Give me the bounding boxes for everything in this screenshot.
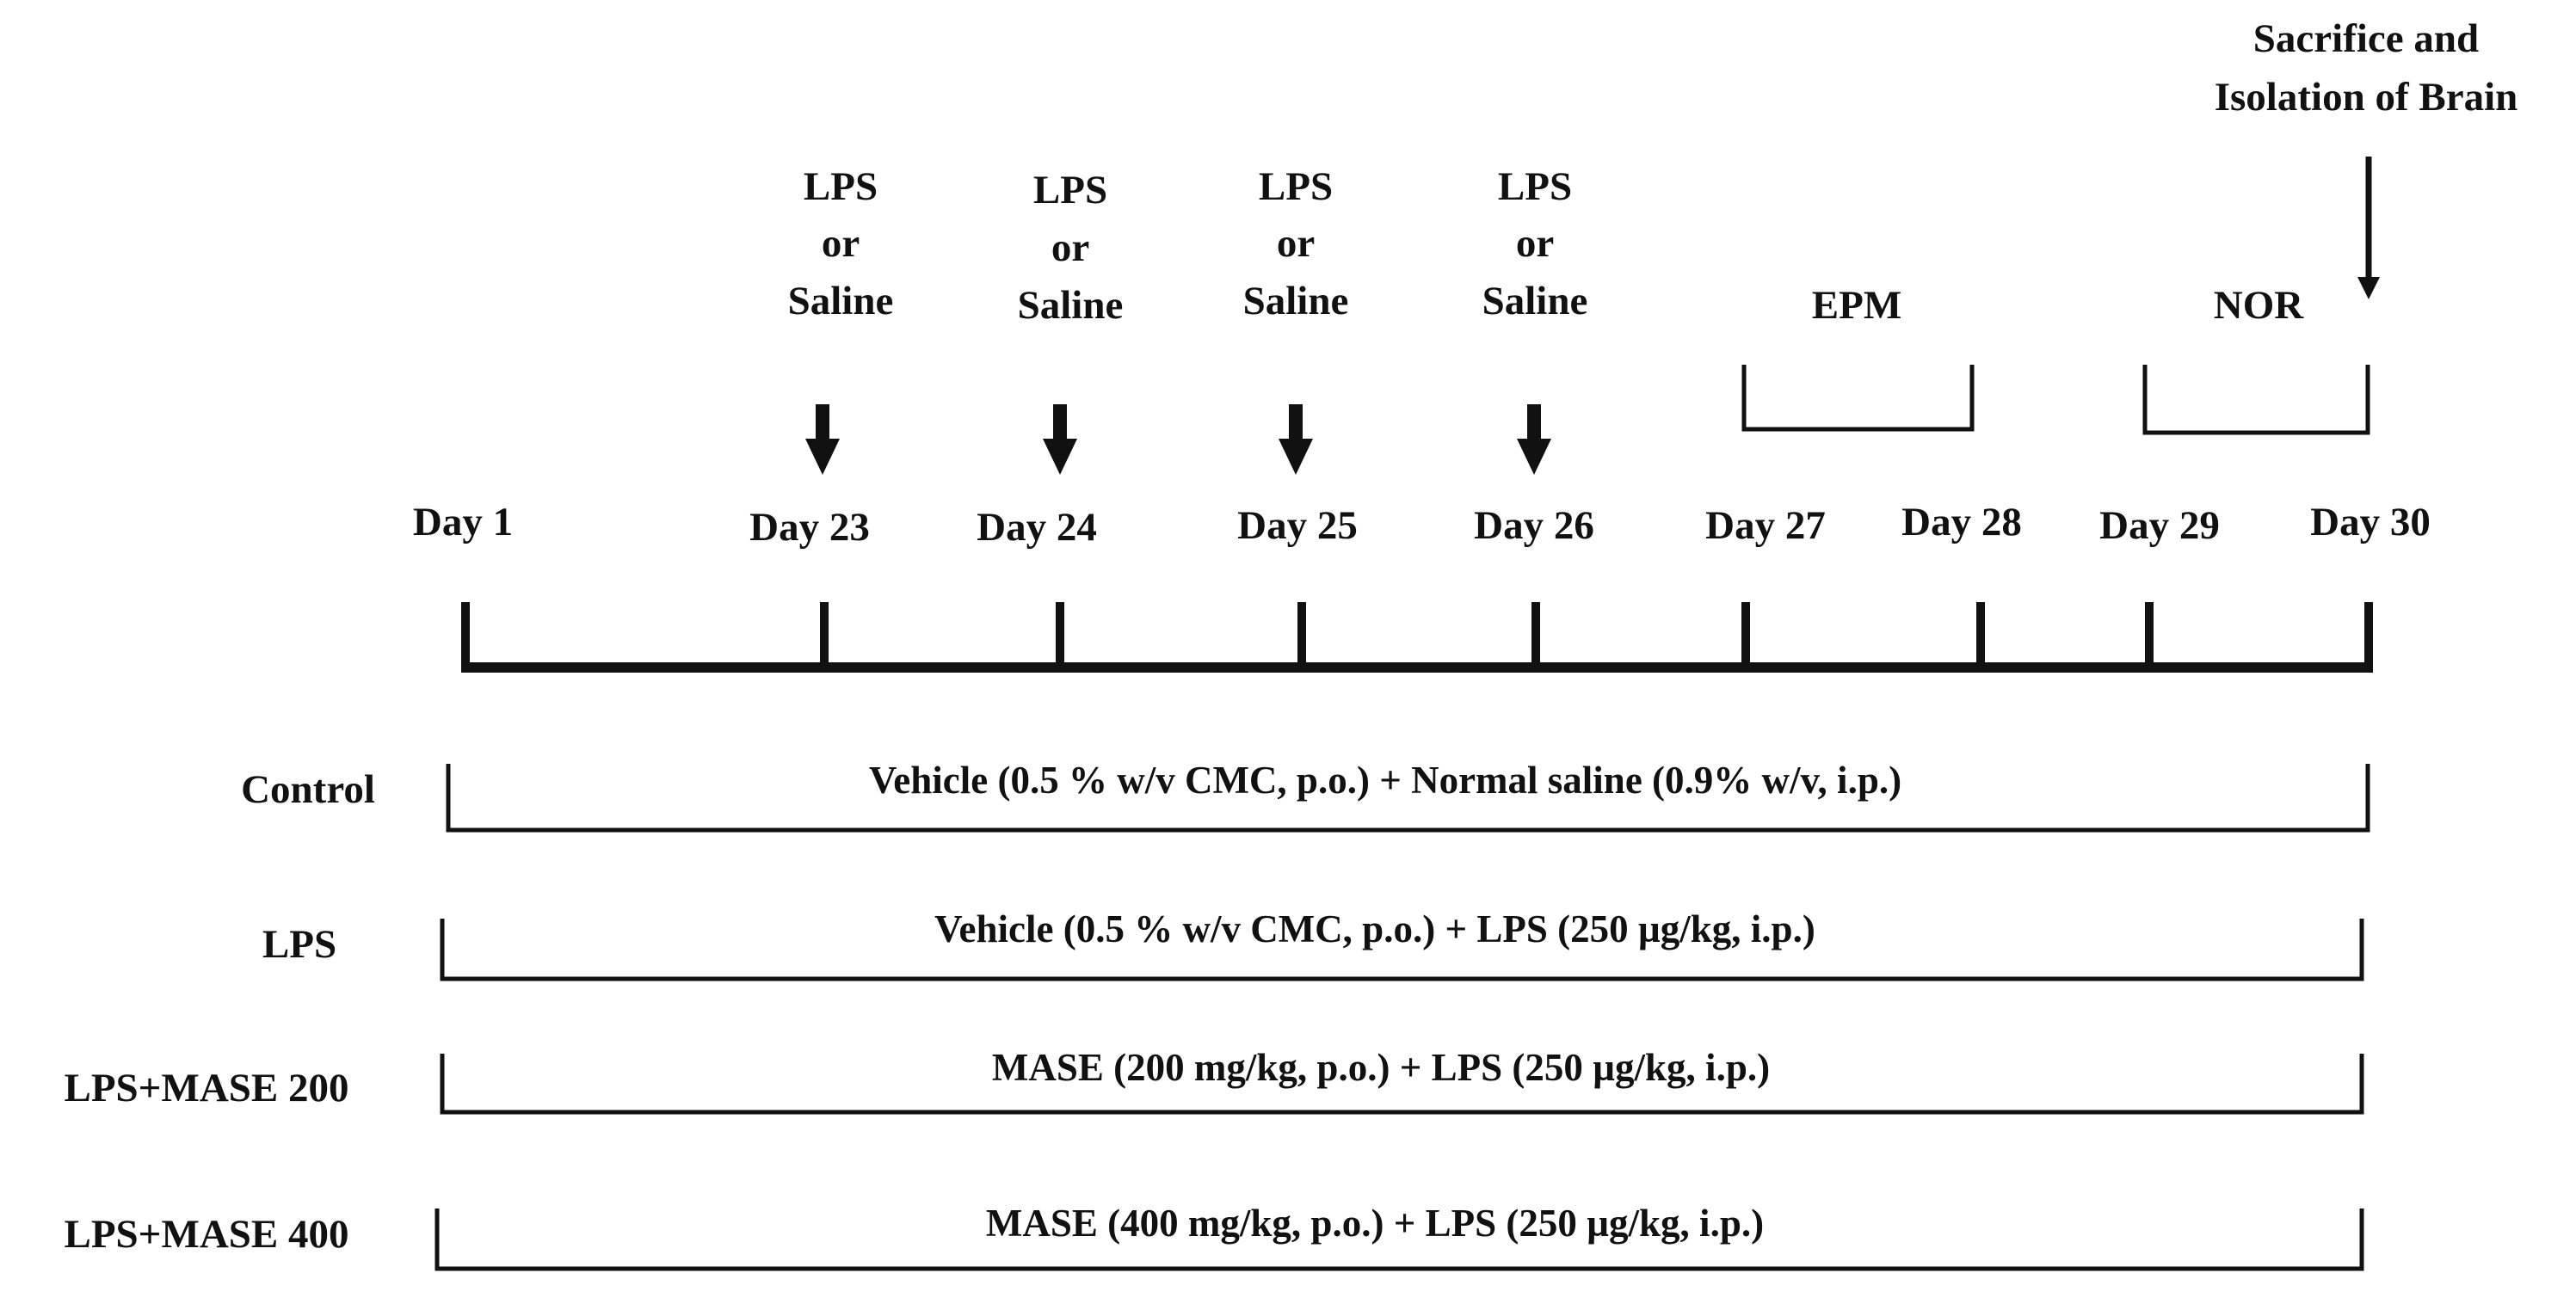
group-row-lps-mase-200: LPS+MASE 200 MASE (200 mg/kg, p.o.) + LP… [64, 1046, 2364, 1115]
period-epm: EPM [1741, 283, 1975, 432]
period-label-epm: EPM [1812, 283, 1901, 328]
endpoint-label-line-1: Sacrifice and [2253, 16, 2479, 61]
injection-line-1: LPS [1259, 164, 1333, 209]
injection-line-1: LPS [804, 164, 878, 209]
down-arrow-icon [1279, 404, 1313, 475]
period-bracket-epm [1741, 365, 1975, 432]
group-bracket [434, 1209, 2364, 1271]
day-label-25: Day 25 [1237, 503, 1358, 548]
injection-annotation-day24: LPS or Saline [1018, 168, 1124, 475]
injection-line-1: LPS [1033, 168, 1107, 212]
day-label-30: Day 30 [2310, 500, 2431, 544]
group-row-control: Control Vehicle (0.5 % w/v CMC, p.o.) + … [241, 759, 2370, 833]
day-labels: Day 1 Day 23 Day 24 Day 25 Day 26 Day 27… [413, 500, 2431, 550]
day-label-27: Day 27 [1705, 503, 1826, 548]
injection-line-2: or [1277, 221, 1315, 266]
day-label-28: Day 28 [1901, 500, 2022, 544]
injection-annotation-day26: LPS or Saline [1482, 164, 1588, 475]
injection-line-1: LPS [1498, 164, 1572, 209]
endpoint-arrow-icon [2357, 157, 2380, 299]
group-row-lps-mase-400: LPS+MASE 400 MASE (400 mg/kg, p.o.) + LP… [64, 1202, 2364, 1271]
group-treatment: MASE (200 mg/kg, p.o.) + LPS (250 µg/kg,… [992, 1046, 1770, 1089]
group-name: LPS [262, 922, 336, 967]
injection-line-3: Saline [1482, 279, 1588, 323]
injection-line-2: or [1051, 225, 1089, 270]
group-treatment: MASE (400 mg/kg, p.o.) + LPS (250 µg/kg,… [986, 1202, 1764, 1245]
period-bracket-nor [2142, 365, 2370, 435]
down-arrow-icon [1043, 404, 1077, 475]
group-row-lps: LPS Vehicle (0.5 % w/v CMC, p.o.) + LPS … [262, 907, 2364, 981]
timeline-ticks [461, 602, 2373, 673]
group-treatment: Vehicle (0.5 % w/v CMC, p.o.) + Normal s… [869, 759, 1901, 802]
day-label-29: Day 29 [2099, 503, 2220, 548]
injection-annotation-day25: LPS or Saline [1243, 164, 1349, 475]
period-nor: NOR [2142, 283, 2370, 435]
group-name: LPS+MASE 400 [64, 1212, 348, 1257]
injection-line-3: Saline [1018, 283, 1124, 328]
injection-line-3: Saline [788, 279, 894, 323]
endpoint-label-line-2: Isolation of Brain [2215, 75, 2518, 120]
group-name: LPS+MASE 200 [64, 1066, 348, 1110]
group-bracket [446, 764, 2370, 833]
endpoint-annotation: Sacrifice and Isolation of Brain [2215, 16, 2518, 299]
down-arrow-icon [805, 404, 840, 475]
timeline-axis [461, 602, 2373, 673]
day-label-1: Day 1 [413, 500, 513, 544]
period-label-nor: NOR [2214, 283, 2305, 328]
day-label-26: Day 26 [1474, 503, 1594, 548]
injection-line-2: or [822, 221, 860, 266]
injection-line-2: or [1516, 221, 1554, 266]
injection-annotation-day23: LPS or Saline [788, 164, 894, 475]
group-bracket [440, 1054, 2364, 1115]
day-label-24: Day 24 [977, 505, 1097, 550]
injection-line-3: Saline [1243, 279, 1349, 323]
down-arrow-icon [1517, 404, 1551, 475]
group-bracket [440, 919, 2364, 981]
group-name: Control [241, 767, 375, 812]
day-label-23: Day 23 [749, 505, 870, 550]
group-treatment: Vehicle (0.5 % w/v CMC, p.o.) + LPS (250… [934, 907, 1815, 950]
